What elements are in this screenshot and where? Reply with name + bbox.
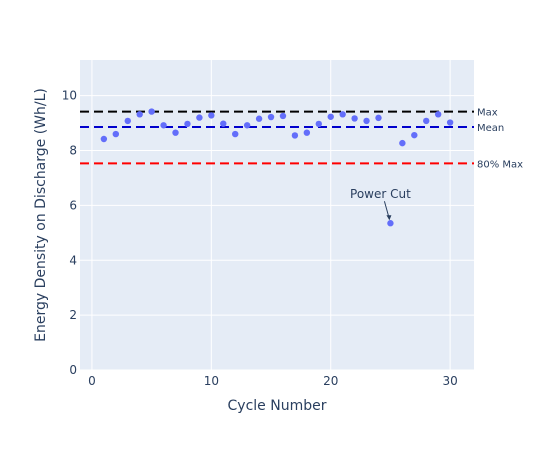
data-point <box>411 131 418 139</box>
axis-ticks: 0 10 20 30 0 2 4 6 8 10 <box>62 89 458 388</box>
data-point <box>196 114 203 121</box>
data-points <box>100 108 454 227</box>
y-tick-label: 0 <box>69 363 77 377</box>
data-point <box>232 130 239 138</box>
data-point <box>208 112 215 119</box>
data-point <box>327 113 334 120</box>
reference-line-label: 80% Max <box>477 159 523 170</box>
data-point <box>148 108 155 115</box>
x-tick-label: 30 <box>442 374 457 388</box>
y-tick-label: 10 <box>62 89 77 103</box>
plot-background <box>80 60 474 370</box>
data-point <box>136 111 143 118</box>
data-point <box>279 112 287 120</box>
data-point <box>375 114 382 122</box>
data-point <box>267 113 275 121</box>
annotation-label: Power Cut <box>350 187 411 201</box>
data-point <box>387 220 394 227</box>
data-point <box>184 120 191 128</box>
data-point <box>351 115 358 122</box>
x-tick-label: 10 <box>204 374 219 388</box>
reference-line-label: Max <box>477 108 498 119</box>
y-tick-label: 6 <box>69 198 77 212</box>
annotation: Power Cut <box>350 187 411 221</box>
data-point <box>423 117 430 125</box>
y-axis-title: Energy Density on Discharge (Wh/L) <box>33 88 49 342</box>
data-point <box>303 129 311 136</box>
data-point <box>399 139 406 147</box>
reference-lines: Max Mean 80% Max <box>80 108 523 170</box>
data-point <box>363 117 370 125</box>
annotation-arrowhead <box>386 215 392 221</box>
y-tick-label: 4 <box>69 253 77 267</box>
x-tick-label: 20 <box>323 374 338 388</box>
data-point <box>243 122 251 129</box>
data-point <box>112 130 120 138</box>
data-point <box>291 132 299 139</box>
y-tick-label: 8 <box>69 144 77 158</box>
data-point <box>315 120 322 128</box>
reference-line-label: Mean <box>477 123 504 134</box>
data-point <box>434 111 442 118</box>
data-point <box>220 120 227 127</box>
x-tick-label: 0 <box>88 374 96 388</box>
data-point <box>160 122 167 129</box>
y-tick-label: 2 <box>69 308 77 322</box>
x-axis-title: Cycle Number <box>228 398 327 414</box>
data-point <box>100 135 108 143</box>
data-point <box>339 111 346 118</box>
data-point <box>255 115 263 122</box>
data-point <box>124 117 131 125</box>
data-point <box>446 119 454 126</box>
data-point <box>172 129 179 136</box>
